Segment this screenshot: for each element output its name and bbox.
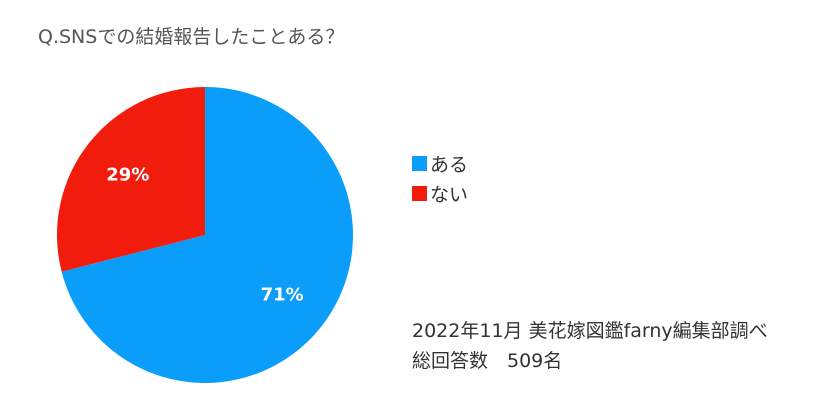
pie-label-aru: 71% <box>261 284 304 305</box>
legend-swatch-nai <box>412 185 427 201</box>
legend-label-nai: ない <box>430 183 469 206</box>
respondent-count: 総回答数 509名 <box>412 350 563 372</box>
legend-swatch-aru <box>412 155 427 171</box>
pie-slice-aru <box>61 87 354 384</box>
legend: ある ない <box>412 148 468 208</box>
chart-title: Q.SNSでの結婚報告したことある？ <box>38 26 345 48</box>
footnote: 2022年11月 美花嫁図鑑farny編集部調べ 総回答数 509名 <box>412 316 768 376</box>
pie-slice-nai <box>56 87 205 272</box>
source-note: 2022年11月 美花嫁図鑑farny編集部調べ <box>412 320 768 342</box>
legend-label-aru: ある <box>430 153 469 176</box>
legend-item-aru: ある <box>412 148 468 178</box>
legend-item-nai: ない <box>412 178 468 208</box>
pie-label-nai: 29% <box>106 165 149 186</box>
